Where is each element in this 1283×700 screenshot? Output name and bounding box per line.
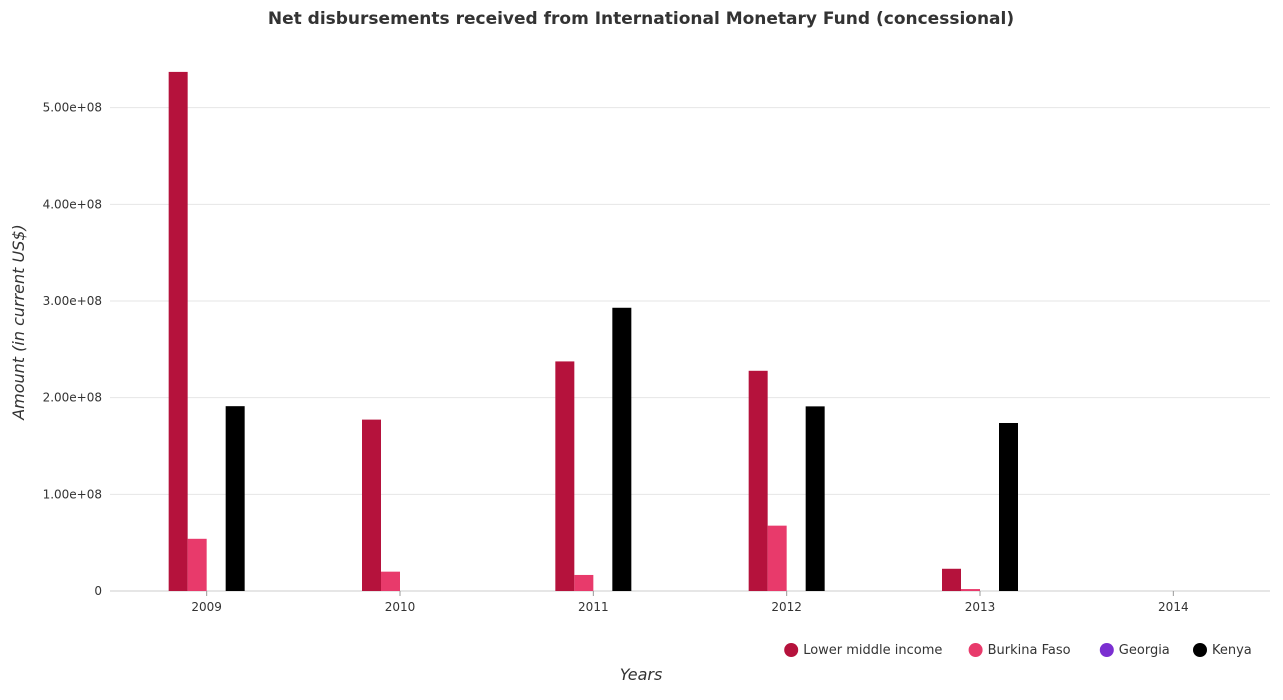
legend-marker-georgia: [1099, 643, 1114, 657]
legend-marker-lower-middle-income: [784, 643, 799, 657]
bar-kenya: [999, 422, 1018, 591]
bar-lower-middle-income: [748, 370, 768, 591]
legend-marker-kenya: [1193, 643, 1207, 657]
bar-burkina-faso: [381, 571, 400, 591]
x-axis-ticks: 2009 2010 2011 2012 2013 2014: [191, 591, 1189, 614]
y-axis-title: Amount (in current US$): [9, 224, 28, 421]
bars: [168, 71, 1018, 591]
y-tick-label: 5.00e+08: [43, 101, 102, 115]
bar-kenya: [805, 406, 825, 591]
x-tick-label: 2012: [771, 600, 802, 614]
y-tick-label: 3.00e+08: [43, 294, 102, 308]
x-tick-label: 2013: [965, 600, 996, 614]
bar-lower-middle-income: [555, 361, 575, 591]
y-tick-label: 1.00e+08: [43, 487, 102, 501]
legend-label: Kenya: [1212, 643, 1252, 658]
x-tick-label: 2009: [191, 600, 222, 614]
y-tick-label: 4.00e+08: [43, 197, 102, 211]
bar-burkina-faso: [767, 525, 787, 591]
legend-label: Lower middle income: [803, 643, 942, 658]
bar-burkina-faso: [961, 589, 980, 591]
legend-label: Burkina Faso: [988, 643, 1071, 658]
x-axis-title: Years: [620, 665, 663, 684]
gridlines: [110, 107, 1270, 592]
bar-lower-middle-income: [168, 71, 188, 591]
legend-marker-burkina-faso: [968, 643, 983, 657]
bar-lower-middle-income: [362, 419, 381, 591]
x-tick-label: 2014: [1158, 600, 1189, 614]
chart-title: Net disbursements received from Internat…: [268, 9, 1014, 29]
bar-lower-middle-income: [942, 568, 961, 591]
bar-kenya: [612, 307, 632, 591]
y-tick-label: 2.00e+08: [43, 391, 102, 405]
bar-burkina-faso: [187, 538, 207, 591]
legend-label: Georgia: [1119, 643, 1170, 658]
y-tick-label: 0: [94, 584, 102, 598]
y-axis-ticks: 0 1.00e+08 2.00e+08 3.00e+08 4.00e+08 5.00e+0…: [43, 101, 102, 598]
bar-burkina-faso: [574, 574, 594, 591]
bar-kenya: [225, 406, 245, 591]
legend: Lower middle income Burkina Faso Georgia Ke…: [784, 643, 1252, 658]
x-tick-label: 2010: [385, 600, 416, 614]
x-tick-label: 2011: [578, 600, 609, 614]
